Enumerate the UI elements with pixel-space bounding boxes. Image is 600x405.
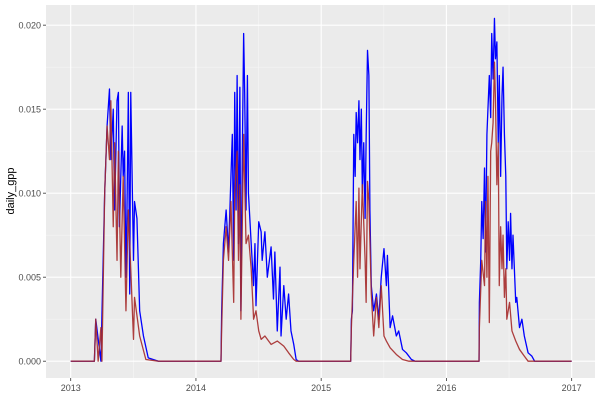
- plot-panel: [46, 5, 595, 378]
- x-tick-label: 2013: [61, 383, 81, 393]
- y-tick-label: 0.005: [18, 273, 41, 283]
- x-tick-label: 2015: [311, 383, 331, 393]
- series-lines: [70, 17, 572, 362]
- y-tick-label: 0.020: [18, 21, 41, 31]
- series-line-red: [70, 61, 572, 362]
- y-axis-label: daily_gpp: [5, 167, 17, 214]
- axes: 0.000 0.005 0.010 0.015 0.020 2013 2014 2015 201…: [18, 21, 581, 393]
- x-tick-label: 2016: [436, 383, 456, 393]
- y-tick-label: 0.010: [18, 189, 41, 199]
- x-tick-label: 2017: [562, 383, 582, 393]
- y-tick-label: 0.000: [18, 357, 41, 367]
- x-tick-label: 2014: [186, 383, 206, 393]
- y-tick-label: 0.015: [18, 105, 41, 115]
